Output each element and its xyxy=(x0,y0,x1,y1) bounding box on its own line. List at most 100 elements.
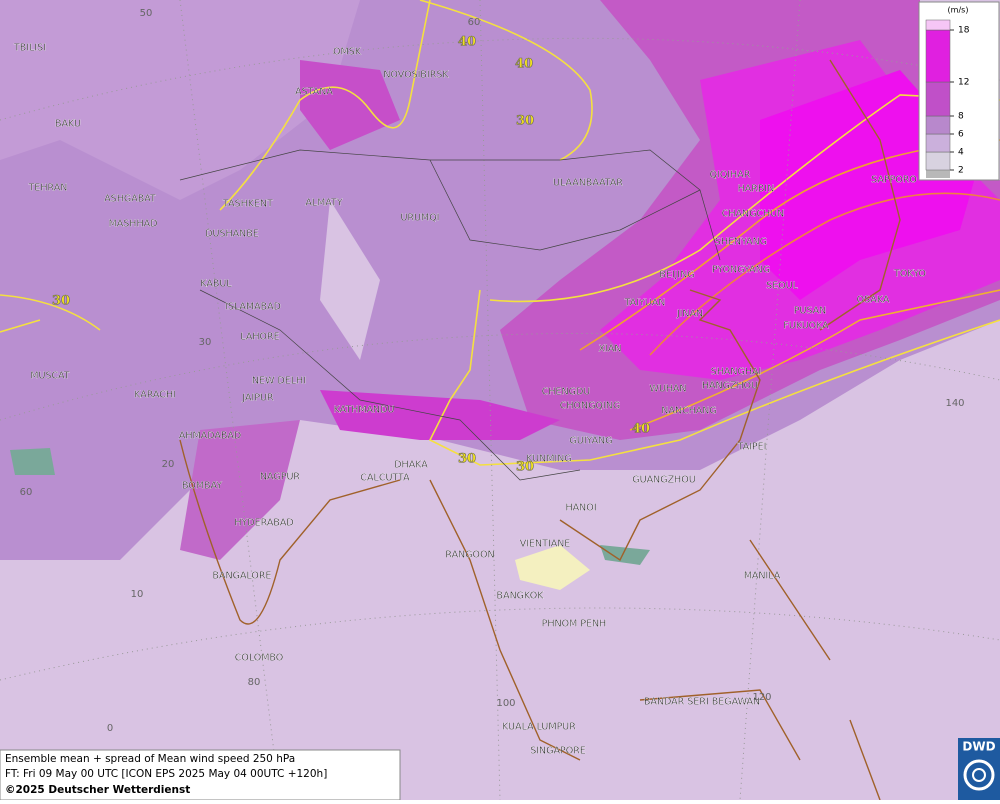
city-label: DHAKA xyxy=(394,460,428,471)
city-label: KUNMING xyxy=(526,454,572,465)
city-label: JAIPUR xyxy=(241,393,274,404)
city-label: TBILISI xyxy=(13,43,46,54)
contours xyxy=(0,0,1000,466)
legend-band xyxy=(925,151,951,171)
city-label: TOKYO xyxy=(893,269,926,280)
city-label: WUHAN xyxy=(649,384,686,395)
legend-unit: (m/s) xyxy=(948,6,969,15)
caption-line: ©2025 Deutscher Wetterdienst xyxy=(5,784,190,796)
legend-tick-label: 12 xyxy=(958,78,969,88)
grid-label: 10 xyxy=(131,589,144,600)
contour-label: 40 xyxy=(515,57,533,72)
city-labels: OMSK NOVOSIBIRSK ASTANA TBILISI BAKU TEHRAN AS… xyxy=(13,42,926,756)
city-label: GUIYANG xyxy=(569,436,612,447)
grid-label: 100 xyxy=(496,698,515,709)
city-label: GUANGZHOU xyxy=(632,475,695,486)
city-label: CHANGCHUN xyxy=(722,209,785,220)
city-label: MANILA xyxy=(744,571,781,582)
city-label: ULAANBAATAR xyxy=(553,178,623,189)
city-label: TEHRAN xyxy=(28,183,68,194)
caption-line: Ensemble mean + spread of Mean wind spee… xyxy=(5,753,295,765)
city-label: DUSHANBE xyxy=(205,229,259,240)
logo-icon xyxy=(972,768,986,782)
city-label: KUALA LUMPUR xyxy=(502,722,576,733)
city-label: RANGOON xyxy=(445,550,494,561)
logo-text: DWD xyxy=(962,740,995,754)
city-label: CALCUTTA xyxy=(360,473,410,484)
city-label: JINAN xyxy=(676,309,703,320)
city-label: HANGZHOU xyxy=(702,381,758,392)
city-label: CHENGDU xyxy=(542,387,591,398)
city-label: SAPPORO xyxy=(871,175,917,186)
city-label: TAIPEI xyxy=(737,442,767,453)
city-label: FUKUOKA xyxy=(783,321,829,332)
city-label: TASHKENT xyxy=(222,199,273,210)
contour-label: 40 xyxy=(458,35,476,50)
city-label: PUSAN xyxy=(794,306,827,317)
contour-label: 40 xyxy=(632,422,650,437)
grid-label: 120 xyxy=(752,692,771,703)
grid-label: 0 xyxy=(107,723,113,734)
contour-labels: 40 40 30 30 40 30 30 xyxy=(52,34,651,475)
legend-band xyxy=(925,81,951,117)
legend-tick-label: 4 xyxy=(958,148,964,158)
city-label: BEIJING xyxy=(659,270,694,281)
city-label: QIQIHAR xyxy=(710,170,751,181)
city-label: SEOUL xyxy=(766,281,798,292)
city-label: HARBIN xyxy=(738,184,775,195)
caption-box xyxy=(0,749,401,801)
legend-tick-label: 18 xyxy=(958,26,970,36)
city-label: NAGPUR xyxy=(260,472,300,483)
contour-label: 30 xyxy=(52,294,70,309)
legend-band xyxy=(926,170,950,178)
city-label: BANDAR SERI BEGAWAN xyxy=(644,697,760,708)
caption-line: FT: Fri 09 May 00 UTC [ICON EPS 2025 May… xyxy=(5,768,327,780)
city-label: NOVOSIBIRSK xyxy=(383,70,449,81)
grid-label: 30 xyxy=(199,337,212,348)
city-label: KARACHI xyxy=(134,390,176,401)
city-label: BAKU xyxy=(55,119,81,130)
legend-tick-label: 8 xyxy=(958,112,964,122)
grid-label: 60 xyxy=(468,17,481,28)
city-label: MUSCAT xyxy=(30,371,70,382)
city-label: OMSK xyxy=(333,47,362,58)
grid-label: 50 xyxy=(140,8,153,19)
coastlines xyxy=(179,59,901,801)
city-label: ISLAMABAD xyxy=(225,302,281,313)
legend: (m/s) 2 4 6 8 12 18 xyxy=(918,1,1000,181)
city-label: LAHORE xyxy=(240,332,279,343)
legend-tick-label: 6 xyxy=(958,130,964,140)
city-label: XIAN xyxy=(599,344,622,355)
borders xyxy=(179,149,721,481)
city-label: HANOI xyxy=(565,503,596,514)
city-label: CHONGQING xyxy=(560,401,620,412)
city-label: TAIYUAN xyxy=(624,298,666,309)
city-label: COLOMBO xyxy=(235,653,284,664)
grid-label: 80 xyxy=(248,677,261,688)
logo: DWD xyxy=(958,738,1000,800)
contour-label: 30 xyxy=(458,452,476,467)
city-label: NEW DELHI xyxy=(252,376,306,387)
city-label: KABUL xyxy=(200,279,232,290)
logo-icon xyxy=(963,759,995,791)
city-label: SHENYANG xyxy=(715,237,767,248)
city-label: AHMADABAD xyxy=(179,431,241,442)
legend-band xyxy=(925,29,951,83)
city-label: ALMATY xyxy=(305,198,343,209)
city-label: KATHMANDU xyxy=(334,405,395,416)
city-label: VIENTIANE xyxy=(520,539,571,550)
city-label: SHANGHAI xyxy=(711,367,762,378)
grid-label: 20 xyxy=(162,459,175,470)
legend-tick-label: 2 xyxy=(958,166,964,176)
city-label: MASHHAD xyxy=(109,219,158,230)
city-label: BOMBAY xyxy=(182,481,222,492)
city-label: URUMQI xyxy=(401,213,440,224)
grid-label: 140 xyxy=(945,398,964,409)
city-label: OSAKA xyxy=(857,295,890,306)
city-label: PHNOM PENH xyxy=(542,619,607,630)
contour-label: 30 xyxy=(516,460,534,475)
city-label: HYDERABAD xyxy=(234,518,293,529)
city-label: NANCHANG xyxy=(661,406,716,417)
